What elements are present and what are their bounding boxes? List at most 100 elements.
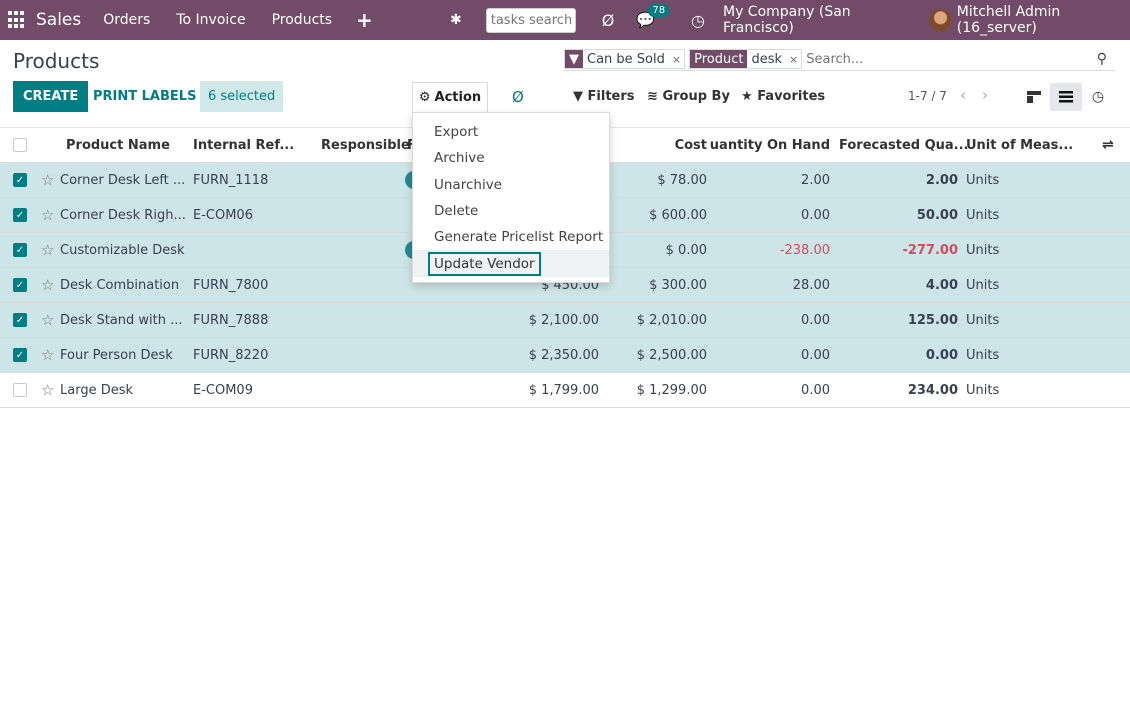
apps-menu-icon[interactable] (8, 11, 26, 29)
user-name: Mitchell Admin (16_server) (956, 4, 1061, 36)
page-title: Products (13, 49, 100, 73)
favorite-star-icon[interactable]: ☆ (41, 198, 54, 232)
favorite-star-icon[interactable]: ☆ (41, 303, 54, 337)
product-name-cell[interactable]: Desk Stand with ... (60, 303, 188, 337)
avatar (930, 9, 951, 31)
table-row[interactable]: ✓ ☆ Four Person Desk FURN_8220 $ 2,350.00 $ 2… (0, 338, 1130, 373)
optional-columns-icon[interactable]: ⇌ (1102, 128, 1114, 162)
list-view-icon[interactable] (1050, 83, 1082, 111)
print-labels-button[interactable]: PRINT LABELS (93, 89, 197, 104)
uom-cell: Units (966, 382, 1000, 398)
internal-ref-cell: E-COM09 (193, 382, 253, 398)
favorite-star-icon[interactable]: ☆ (41, 373, 54, 407)
row-checkbox-cell[interactable]: ✓ (13, 268, 27, 302)
company-switcher[interactable]: My Company (San Francisco) (722, 4, 851, 36)
product-name-cell[interactable]: Corner Desk Left ... (60, 163, 188, 197)
select-all-checkbox-cell[interactable] (13, 128, 27, 162)
activity-view-icon[interactable]: ◷ (1091, 89, 1105, 105)
row-checkbox[interactable]: ✓ (13, 313, 27, 327)
bug-icon[interactable]: ✱ (450, 12, 462, 28)
refresh-icon[interactable]: Ø (512, 88, 524, 106)
star-outline-icon: ☆ (41, 346, 55, 364)
col-cost[interactable]: Cost (674, 137, 707, 153)
row-checkbox-cell[interactable]: ✓ (13, 163, 27, 197)
product-name-cell[interactable]: Large Desk (60, 373, 188, 407)
internal-ref-cell: FURN_1118 (193, 172, 269, 188)
product-name-cell[interactable]: Customizable Desk (60, 233, 188, 267)
facet-value: desk (751, 51, 783, 67)
chevron-left-icon[interactable]: ‹ (960, 86, 966, 104)
search-input[interactable] (806, 51, 1115, 67)
row-checkbox-cell[interactable]: ✓ (13, 338, 27, 372)
col-forecasted[interactable]: Forecasted Qua... (839, 137, 969, 153)
group-by-button[interactable]: ≋ Group By (647, 89, 730, 104)
forecasted-cell: 2.00 (925, 172, 958, 188)
menu-products[interactable]: Products (271, 12, 333, 28)
product-name-cell[interactable]: Corner Desk Righ... (60, 198, 188, 232)
forecasted-cell: 125.00 (907, 312, 958, 328)
create-button[interactable]: CREATE (13, 81, 89, 112)
forecasted-cell: 4.00 (925, 277, 958, 293)
menu-to-invoice[interactable]: To Invoice (176, 12, 246, 28)
menu-item-delete[interactable]: Delete (434, 203, 479, 220)
task-search-input[interactable] (485, 7, 576, 33)
navbar-systray: ✱ Ø 💬78 ◷ My Company (San Francisco) Mit… (450, 0, 1130, 40)
table-header: Product Name Internal Ref... Responsible… (0, 127, 1130, 163)
menu-item-export[interactable]: Export (434, 124, 479, 141)
user-menu[interactable]: Mitchell Admin (16_server) (930, 4, 1130, 36)
qty-on-hand-cell: 0.00 (801, 382, 830, 398)
plus-icon[interactable]: + (356, 8, 373, 32)
table-row[interactable]: ✓ ☆ Desk Stand with ... FURN_7888 $ 2,100.00… (0, 303, 1130, 338)
filter-icon: ▼ (565, 50, 583, 68)
search-icon[interactable]: ⚲ (1096, 51, 1107, 67)
col-responsible[interactable]: Responsible (321, 137, 410, 153)
favorites-button[interactable]: ★ Favorites (741, 89, 825, 104)
menu-item-unarchive[interactable]: Unarchive (434, 176, 502, 193)
product-name-cell[interactable]: Desk Combination (60, 268, 188, 302)
filters-button[interactable]: ▼ Filters (573, 89, 635, 104)
activity-clock-icon[interactable]: ◷ (691, 10, 705, 30)
uom-cell: Units (966, 207, 1000, 223)
facet-remove-icon[interactable]: × (789, 52, 799, 66)
col-internal-ref[interactable]: Internal Ref... (193, 137, 295, 153)
menu-orders[interactable]: Orders (103, 12, 151, 28)
col-f[interactable]: F (407, 128, 416, 162)
action-button[interactable]: ⚙ Action (412, 82, 488, 112)
app-name[interactable]: Sales (36, 10, 82, 30)
col-unit-of-measure[interactable]: Unit of Meas... (966, 137, 1074, 153)
pager-value[interactable]: 1-7 / 7 (908, 89, 947, 103)
favorite-star-icon[interactable]: ☆ (41, 338, 54, 372)
cost-cell: $ 0.00 (665, 242, 707, 258)
uom-cell: Units (966, 242, 1000, 258)
row-checkbox-cell[interactable]: ✓ (13, 233, 27, 267)
select-all-checkbox[interactable] (13, 138, 27, 152)
row-checkbox[interactable]: ✓ (13, 278, 27, 292)
menu-item-update-vendor[interactable]: Update Vendor (413, 250, 609, 277)
col-product-name[interactable]: Product Name (66, 137, 170, 153)
col-quantity-on-hand[interactable]: Quantity On Hand (710, 137, 830, 153)
row-checkbox-cell[interactable] (13, 373, 27, 407)
row-checkbox-cell[interactable]: ✓ (13, 198, 27, 232)
row-checkbox-cell[interactable]: ✓ (13, 303, 27, 337)
row-checkbox[interactable]: ✓ (13, 243, 27, 257)
messages-icon[interactable]: 💬 78 (636, 4, 670, 29)
voip-icon[interactable]: Ø (601, 10, 615, 30)
row-checkbox[interactable]: ✓ (13, 173, 27, 187)
product-name: Large Desk (60, 382, 134, 398)
menu-item-generate-pricelist-report[interactable]: Generate Pricelist Report (434, 229, 604, 246)
favorite-star-icon[interactable]: ☆ (41, 233, 54, 267)
row-checkbox[interactable] (13, 383, 27, 397)
table-row[interactable]: ☆ Large Desk E-COM09 $ 1,799.00 $ 1,299.00 0.… (0, 373, 1130, 408)
row-checkbox[interactable]: ✓ (13, 348, 27, 362)
product-name-cell[interactable]: Four Person Desk (60, 338, 188, 372)
kanban-view-icon[interactable] (1020, 83, 1048, 111)
action-label: Action (434, 90, 482, 105)
product-name: Desk Stand with ... (60, 312, 183, 328)
favorite-star-icon[interactable]: ☆ (41, 268, 54, 302)
facet-remove-icon[interactable]: × (671, 52, 682, 66)
row-checkbox[interactable]: ✓ (13, 208, 27, 222)
menu-item-archive[interactable]: Archive (434, 150, 485, 167)
star-outline-icon: ☆ (41, 241, 55, 259)
favorite-star-icon[interactable]: ☆ (41, 163, 54, 197)
chevron-right-icon[interactable]: › (982, 86, 988, 104)
